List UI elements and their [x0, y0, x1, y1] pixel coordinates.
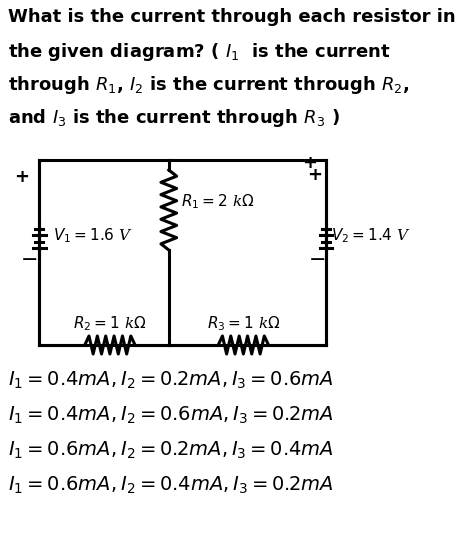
Text: $I_1 = 0.6mA, I_2 = 0.4mA, I_3 = 0.2mA$: $I_1 = 0.6mA, I_2 = 0.4mA, I_3 = 0.2mA$: [8, 475, 333, 496]
Text: +: +: [302, 154, 317, 172]
Text: −: −: [308, 250, 326, 270]
Text: $I_1 = 0.4mA, I_2 = 0.2mA, I_3 = 0.6mA$: $I_1 = 0.4mA, I_2 = 0.2mA, I_3 = 0.6mA$: [8, 370, 333, 392]
Text: $I_1 = 0.4mA, I_2 = 0.6mA, I_3 = 0.2mA$: $I_1 = 0.4mA, I_2 = 0.6mA, I_3 = 0.2mA$: [8, 405, 333, 426]
Text: +: +: [306, 166, 321, 184]
Text: the given diagram? ( $I_1$  is the current: the given diagram? ( $I_1$ is the curren…: [8, 41, 390, 63]
Text: $I_1 = 0.6mA, I_2 = 0.2mA, I_3 = 0.4mA$: $I_1 = 0.6mA, I_2 = 0.2mA, I_3 = 0.4mA$: [8, 440, 333, 461]
Text: through $R_1$, $I_2$ is the current through $R_2$,: through $R_1$, $I_2$ is the current thro…: [8, 74, 408, 96]
Text: −: −: [21, 250, 39, 270]
Text: +: +: [14, 168, 29, 186]
Text: and $I_3$ is the current through $R_3$ ): and $I_3$ is the current through $R_3$ ): [8, 107, 339, 129]
Text: $R_3 = 1$ k$\Omega$: $R_3 = 1$ k$\Omega$: [206, 314, 280, 333]
Text: $R_1 = 2$ k$\Omega$: $R_1 = 2$ k$\Omega$: [181, 193, 254, 211]
Text: $R_2 = 1$ k$\Omega$: $R_2 = 1$ k$\Omega$: [73, 314, 146, 333]
Text: $V_1 = 1.6$ V: $V_1 = 1.6$ V: [53, 227, 133, 245]
Text: $V_2 = 1.4$ V: $V_2 = 1.4$ V: [330, 227, 409, 245]
Text: What is the current through each resistor in: What is the current through each resisto…: [8, 8, 454, 26]
